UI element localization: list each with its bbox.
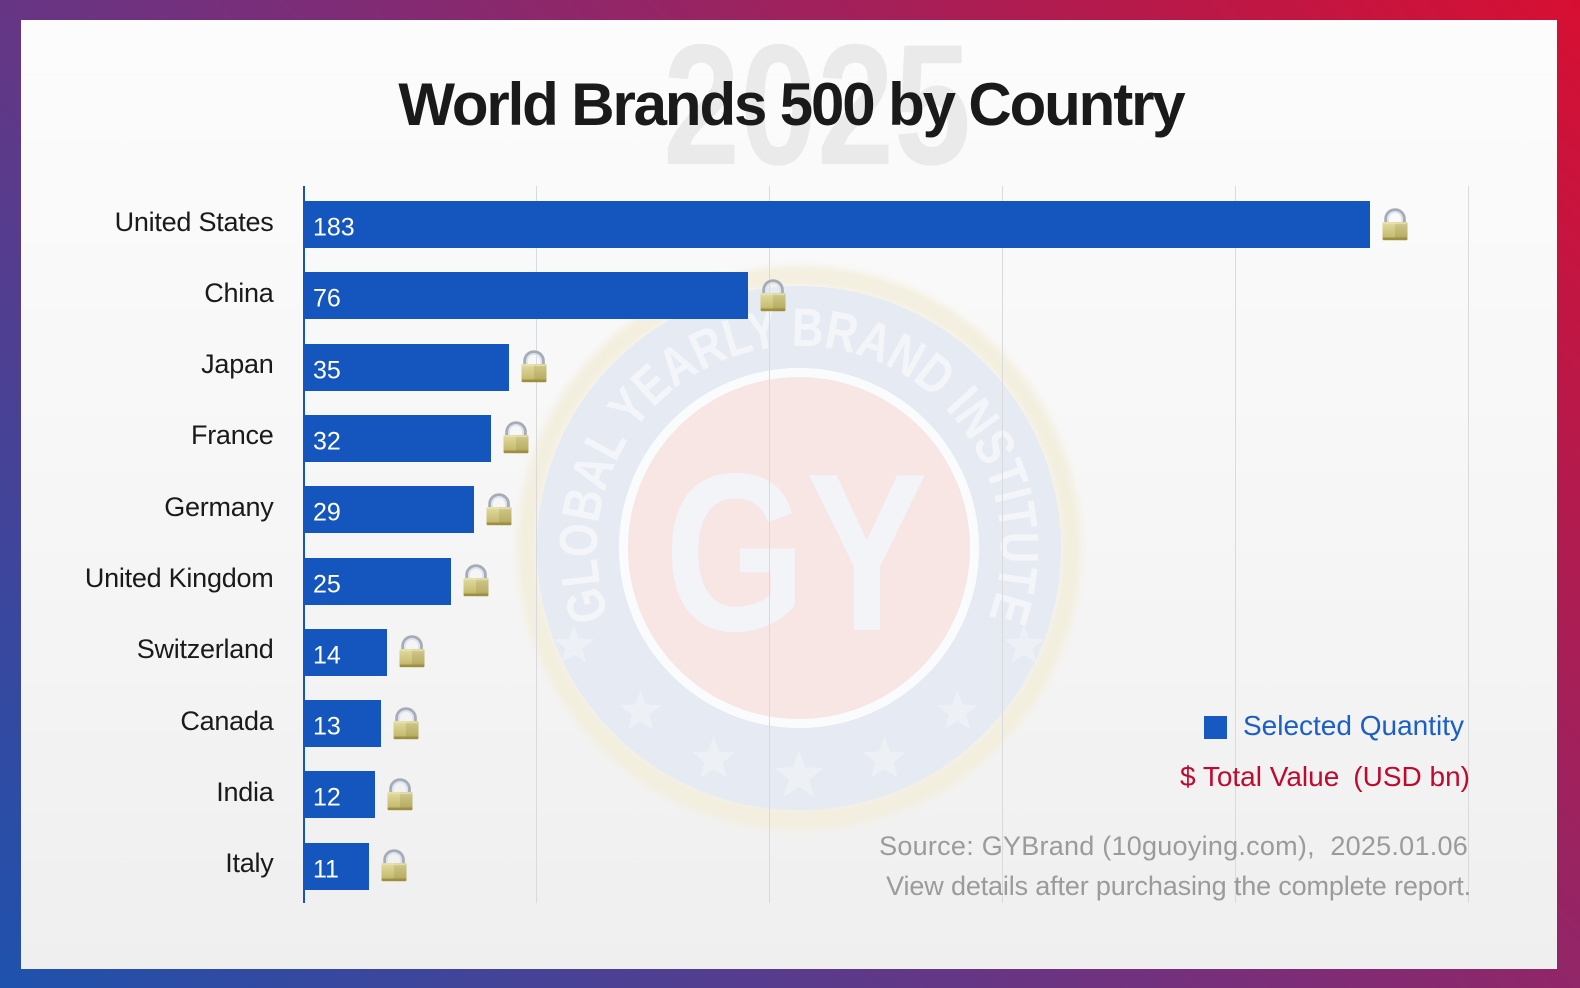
svg-text:GY: GY <box>664 428 927 679</box>
